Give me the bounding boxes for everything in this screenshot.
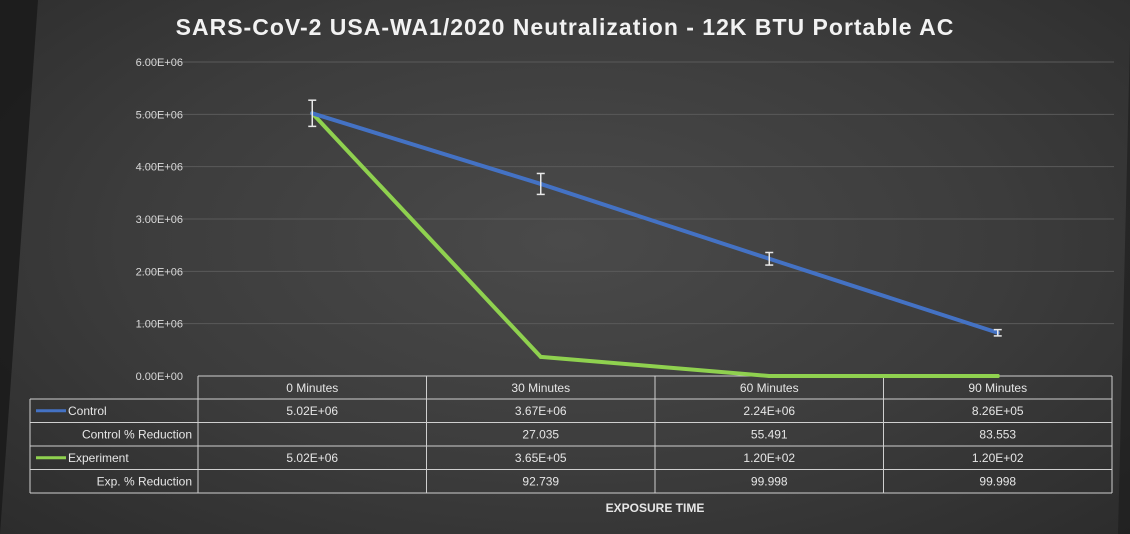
table-cell: 27.035 <box>522 427 559 441</box>
series-line-experiment <box>310 111 1000 378</box>
table-row-label: Exp. % Reduction <box>97 474 192 488</box>
x-category-label: 0 Minutes <box>286 381 338 395</box>
table-cell: 1.20E+02 <box>972 451 1024 465</box>
table-cell: 8.26E+05 <box>972 404 1024 418</box>
x-axis-title: EXPOSURE TIME <box>606 501 705 515</box>
y-tick-label: 2.00E+06 <box>136 266 183 278</box>
table-cell: 92.739 <box>522 474 559 488</box>
y-tick-label: 4.00E+06 <box>136 162 183 174</box>
table-cell: 3.67E+06 <box>515 404 567 418</box>
table-cell: 99.998 <box>751 474 788 488</box>
data-point <box>767 373 772 378</box>
x-category-label: 60 Minutes <box>740 381 799 395</box>
table-cell: 1.20E+02 <box>743 451 795 465</box>
data-point <box>995 373 1000 378</box>
y-tick-label: 6.00E+06 <box>136 57 183 69</box>
table-cell: 2.24E+06 <box>743 404 795 418</box>
table-cell: 5.02E+06 <box>286 404 338 418</box>
table-row-label: Experiment <box>68 451 129 465</box>
x-category-label: 30 Minutes <box>511 381 570 395</box>
x-category-label: 90 Minutes <box>968 381 1027 395</box>
y-tick-label: 3.00E+06 <box>136 214 183 226</box>
table-cell: 55.491 <box>751 427 788 441</box>
table-cell: 3.65E+05 <box>515 451 567 465</box>
table-row-label: Control <box>68 404 107 418</box>
y-tick-label: 0.00E+00 <box>136 371 183 383</box>
table-cell: 99.998 <box>979 474 1016 488</box>
table-row-label: Control % Reduction <box>82 427 192 441</box>
chart-title: SARS-CoV-2 USA-WA1/2020 Neutralization -… <box>175 14 955 40</box>
y-tick-label: 1.00E+06 <box>136 319 183 331</box>
table-cell: 83.553 <box>979 427 1016 441</box>
series-line-control <box>310 111 1000 335</box>
y-tick-label: 5.00E+06 <box>136 109 183 121</box>
table-cell: 5.02E+06 <box>286 451 338 465</box>
data-point <box>538 354 543 359</box>
